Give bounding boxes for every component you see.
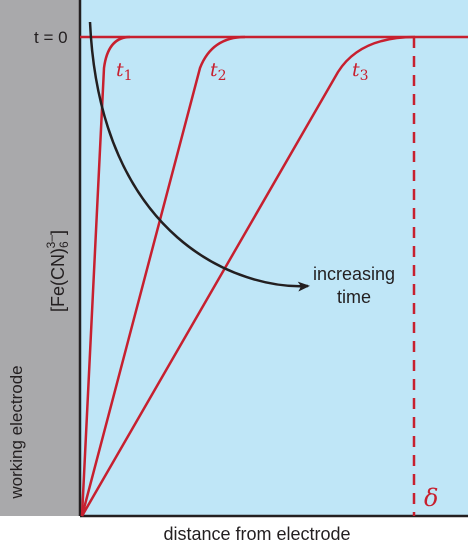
t1-label: t1 <box>116 59 133 84</box>
increasing-time-arrow <box>88 21 310 292</box>
t0-label: t = 0 <box>34 28 68 47</box>
t3-label: t3 <box>352 59 369 84</box>
profile-t2 <box>80 35 246 517</box>
delta-label: δ <box>424 484 438 512</box>
profile-t1 <box>80 35 131 517</box>
electrode-region <box>0 0 80 516</box>
t2-label: t2 <box>210 59 227 84</box>
working-electrode-label: working electrode <box>7 365 26 499</box>
x-axis-label: distance from electrode <box>163 524 350 544</box>
y-axis-label: [Fe(CN)63–] <box>44 230 71 312</box>
solution-region <box>80 0 468 516</box>
arrow-label-line2: time <box>337 287 371 307</box>
profile-t3 <box>80 35 416 517</box>
arrow-label-line1: increasing <box>313 264 395 284</box>
